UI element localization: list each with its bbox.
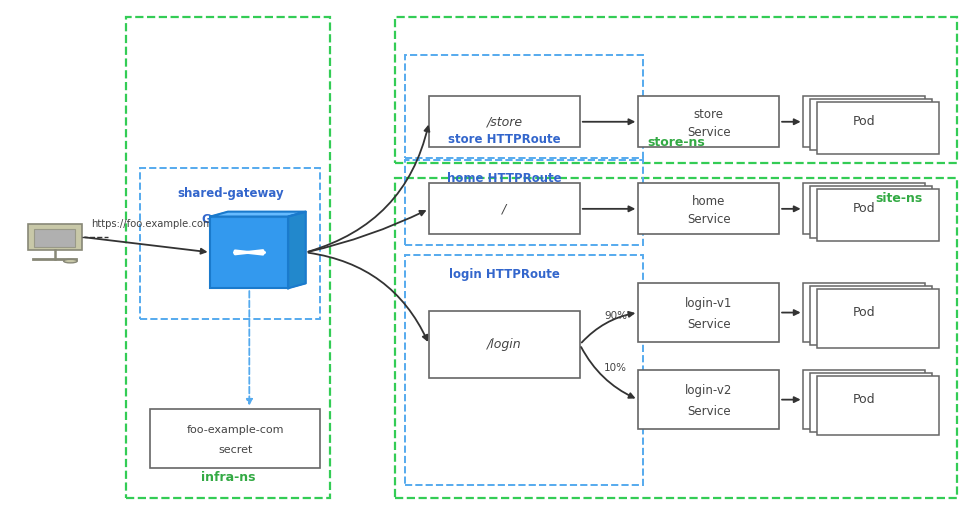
Text: 90%: 90% <box>604 312 627 321</box>
Text: store-ns: store-ns <box>647 136 705 149</box>
Polygon shape <box>211 212 306 216</box>
FancyBboxPatch shape <box>803 283 925 342</box>
FancyBboxPatch shape <box>803 96 925 147</box>
Text: Service: Service <box>686 213 730 226</box>
Text: login-v2: login-v2 <box>685 384 732 397</box>
Text: store HTTPRoute: store HTTPRoute <box>448 133 561 146</box>
Text: secret: secret <box>218 445 253 455</box>
Text: home HTTPRoute: home HTTPRoute <box>448 171 562 184</box>
Text: login HTTPRoute: login HTTPRoute <box>449 268 560 281</box>
FancyBboxPatch shape <box>639 183 779 234</box>
Text: home: home <box>692 195 725 208</box>
FancyBboxPatch shape <box>429 96 580 147</box>
FancyBboxPatch shape <box>810 286 932 345</box>
Text: Service: Service <box>686 405 730 418</box>
FancyBboxPatch shape <box>27 224 82 250</box>
FancyBboxPatch shape <box>429 183 580 234</box>
FancyBboxPatch shape <box>817 102 939 153</box>
FancyBboxPatch shape <box>150 408 320 468</box>
Text: site-ns: site-ns <box>876 192 922 205</box>
Text: foo-example-com: foo-example-com <box>186 425 284 435</box>
Text: /login: /login <box>488 338 522 351</box>
Ellipse shape <box>63 259 77 263</box>
FancyBboxPatch shape <box>803 183 925 234</box>
FancyBboxPatch shape <box>639 283 779 342</box>
FancyBboxPatch shape <box>429 311 580 378</box>
Text: /store: /store <box>487 115 523 128</box>
FancyBboxPatch shape <box>810 99 932 150</box>
FancyBboxPatch shape <box>810 186 932 237</box>
Text: shared-gateway: shared-gateway <box>177 187 284 200</box>
FancyBboxPatch shape <box>639 96 779 147</box>
FancyBboxPatch shape <box>817 376 939 435</box>
Text: Gateway: Gateway <box>202 213 259 226</box>
FancyBboxPatch shape <box>34 229 75 247</box>
Text: Service: Service <box>686 126 730 139</box>
Text: Pod: Pod <box>853 115 876 128</box>
Text: /: / <box>502 202 507 215</box>
FancyBboxPatch shape <box>817 190 939 241</box>
FancyBboxPatch shape <box>810 373 932 432</box>
FancyBboxPatch shape <box>211 216 289 288</box>
Text: infra-ns: infra-ns <box>201 471 255 484</box>
FancyBboxPatch shape <box>639 370 779 429</box>
Text: Service: Service <box>686 318 730 331</box>
Text: store: store <box>693 108 723 121</box>
Text: Pod: Pod <box>853 393 876 406</box>
Text: login-v1: login-v1 <box>685 297 732 310</box>
Text: Pod: Pod <box>853 306 876 319</box>
Text: 10%: 10% <box>604 363 627 373</box>
FancyBboxPatch shape <box>817 289 939 348</box>
Text: Pod: Pod <box>853 202 876 215</box>
Text: https://foo.example.com: https://foo.example.com <box>92 219 213 229</box>
Polygon shape <box>289 212 306 288</box>
FancyBboxPatch shape <box>803 370 925 429</box>
